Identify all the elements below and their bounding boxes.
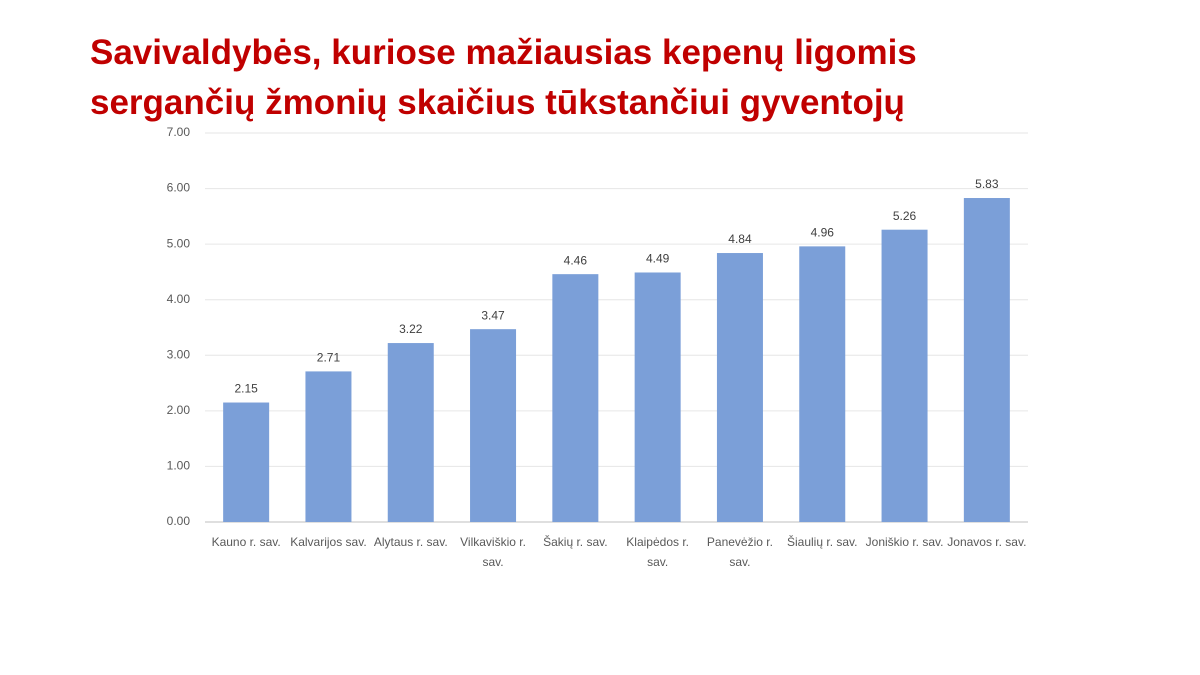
x-tick-label: Jonavos r. sav.: [947, 535, 1027, 549]
bar: [305, 371, 352, 522]
y-tick-label: 6.00: [167, 181, 191, 195]
x-tick-label: Joniškio r. sav.: [865, 535, 944, 549]
x-tick-label: Šiaulių r. sav.: [787, 535, 858, 549]
y-tick-label: 3.00: [167, 347, 191, 361]
x-tick-label: Alytaus r. sav.: [373, 535, 448, 549]
data-label: 3.22: [399, 322, 423, 336]
y-tick-label: 0.00: [167, 514, 191, 528]
data-label: 4.49: [646, 252, 670, 266]
data-label: 4.46: [564, 253, 588, 267]
bar: [470, 329, 517, 522]
data-label: 5.83: [975, 177, 999, 191]
x-tick-label: Kalvarijos sav.: [290, 535, 367, 549]
bar: [387, 343, 434, 522]
x-tick-label: Kauno r. sav.: [211, 535, 281, 549]
data-label: 4.96: [811, 226, 835, 240]
y-tick-label: 4.00: [167, 292, 191, 306]
data-label: 5.26: [893, 209, 917, 223]
y-tick-label: 5.00: [167, 236, 191, 250]
data-label: 4.84: [728, 232, 752, 246]
data-label: 3.47: [481, 308, 505, 322]
x-tick-label: Panevėžio r. sav.: [706, 535, 773, 569]
y-tick-label: 7.00: [167, 125, 191, 139]
y-tick-label: 2.00: [167, 403, 191, 417]
x-tick-label: Šakių r. sav.: [543, 535, 608, 549]
x-tick-label: Klaipėdos r. sav.: [626, 535, 689, 569]
bar: [716, 253, 763, 522]
data-label: 2.15: [234, 382, 258, 396]
data-label: 2.71: [317, 351, 341, 365]
bar: [963, 198, 1010, 523]
bar: [881, 229, 928, 523]
y-tick-label: 1.00: [167, 459, 191, 473]
x-tick-label: Vilkaviškio r. sav.: [460, 535, 526, 569]
bar: [634, 272, 681, 522]
bar: [223, 402, 270, 522]
bar: [799, 246, 846, 522]
chart-title: Savivaldybės, kuriose mažiausias kepenų …: [90, 33, 917, 122]
bar: [552, 274, 599, 522]
